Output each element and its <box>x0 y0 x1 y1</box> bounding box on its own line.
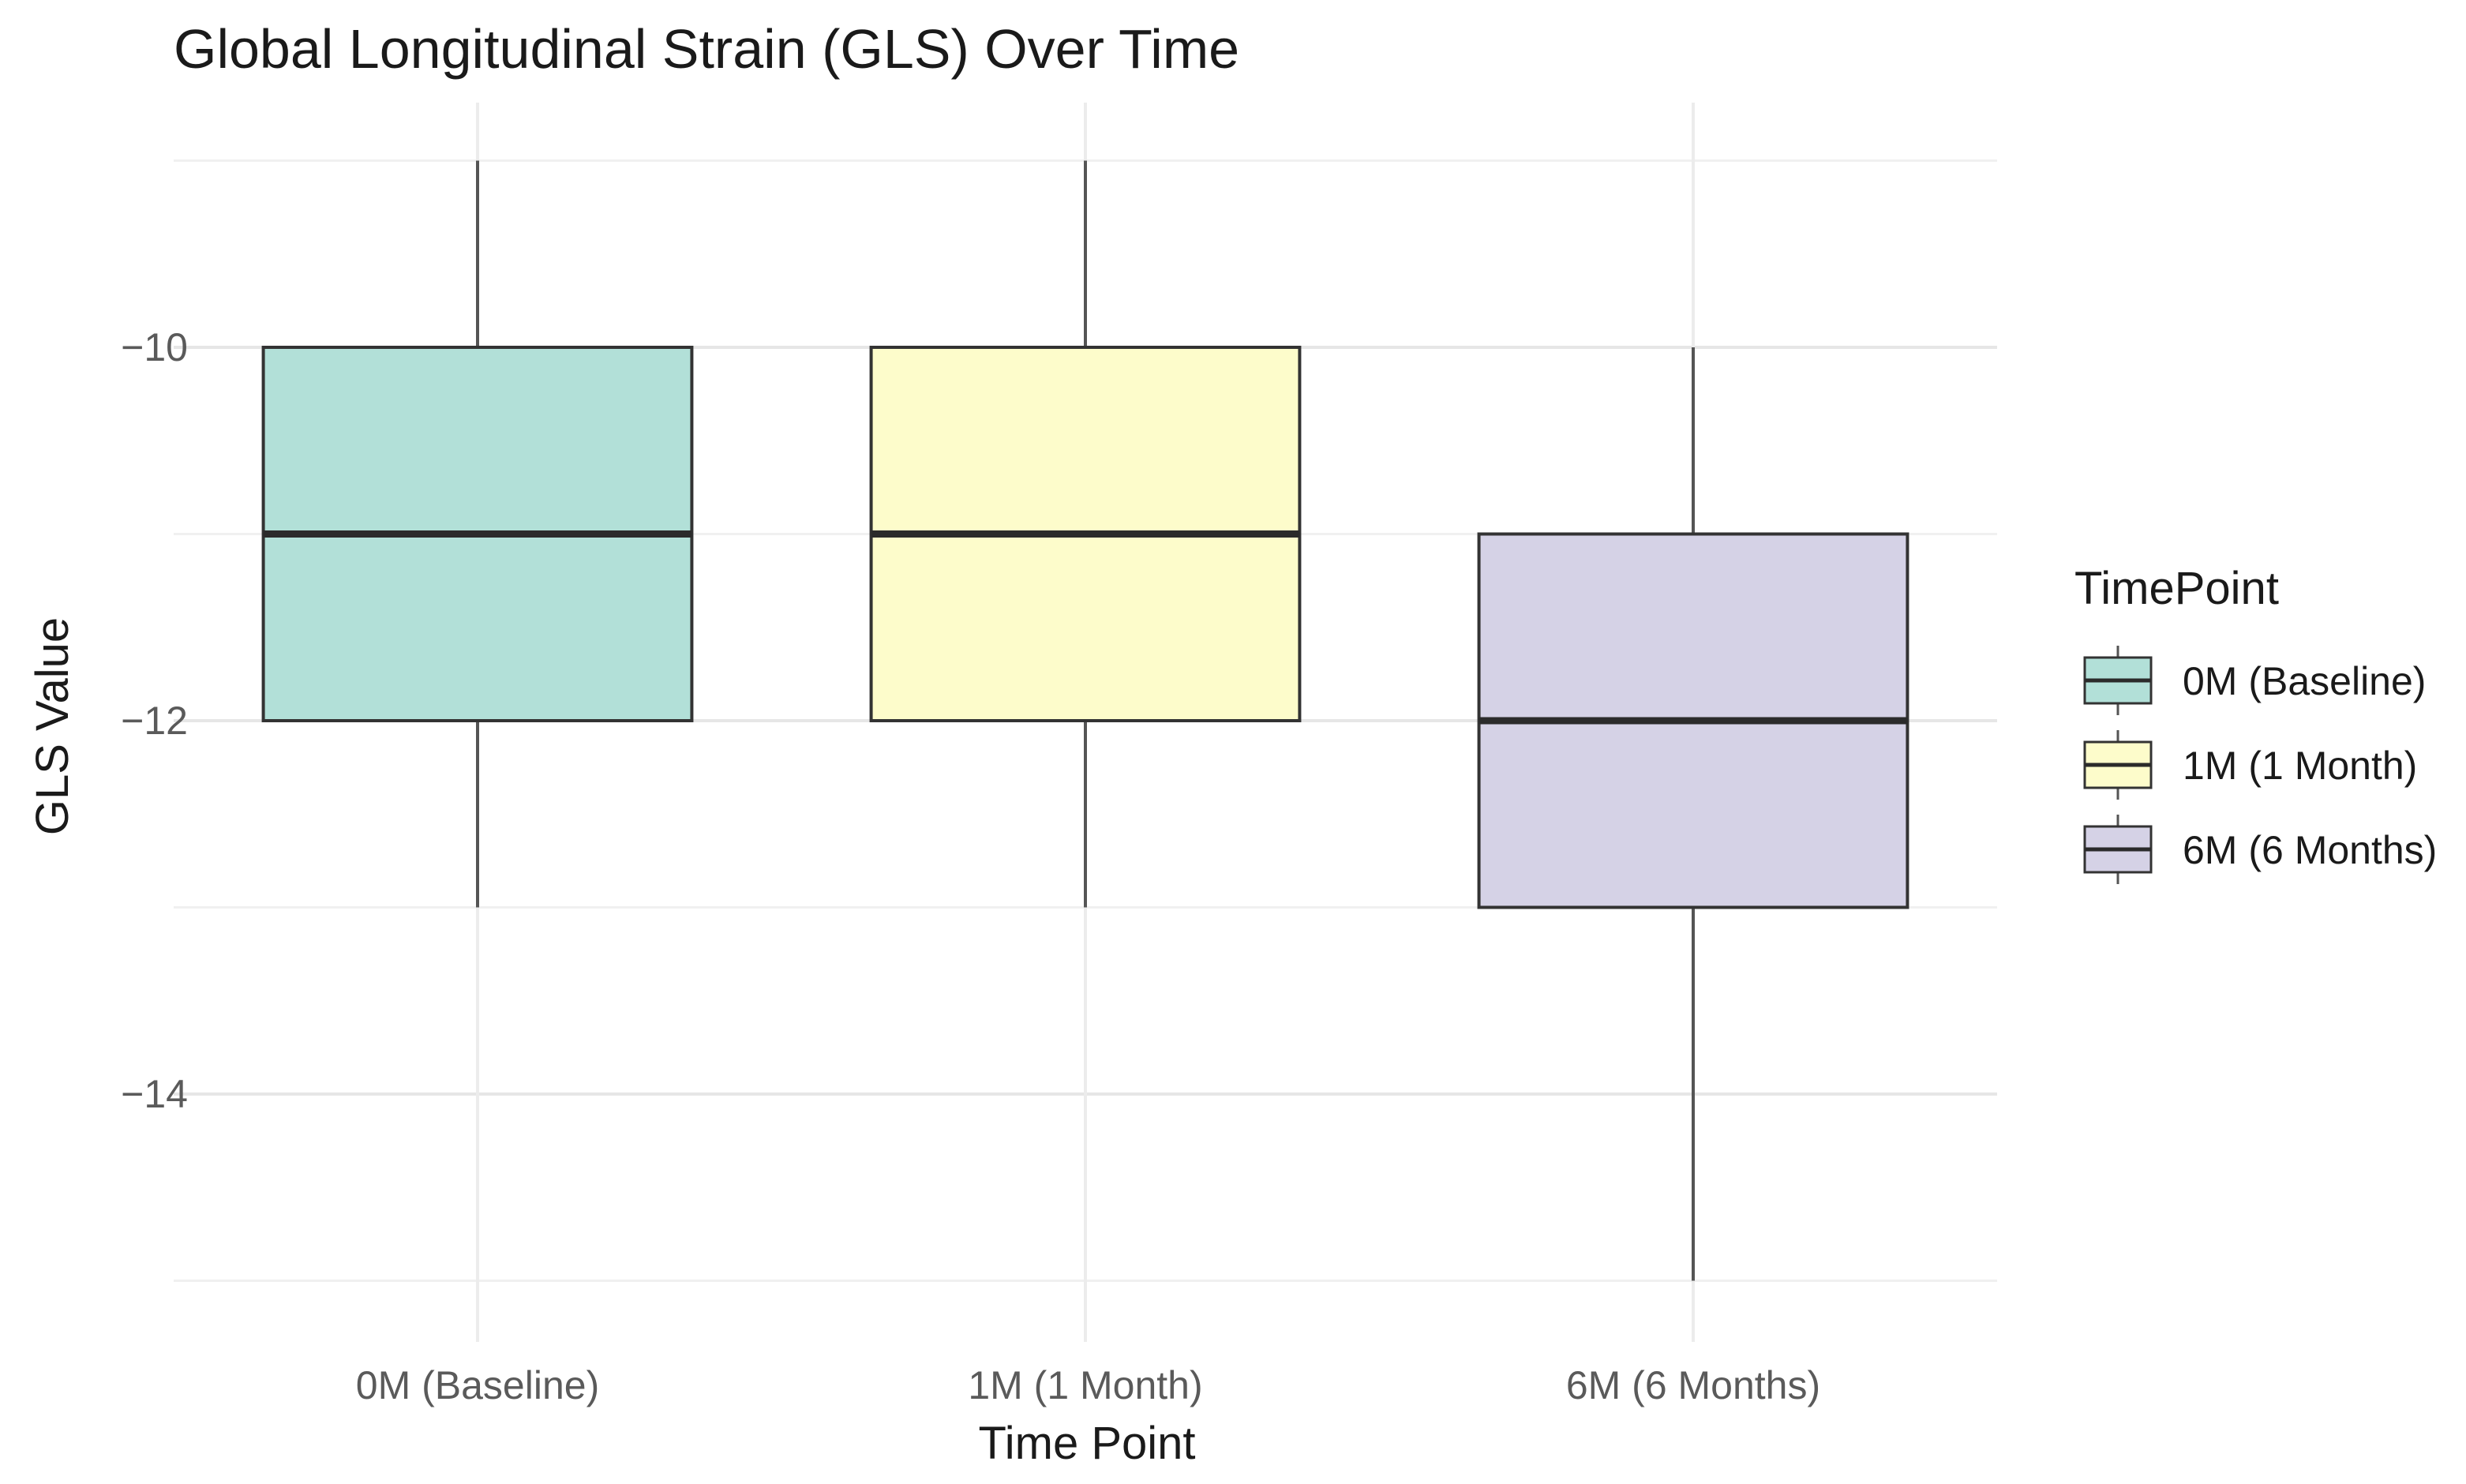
legend-entry-3: 6M (6 Months) <box>2083 815 2437 884</box>
y-tick-label: −12 <box>121 699 188 743</box>
legend-label: 6M (6 Months) <box>2183 828 2437 872</box>
box-2 <box>869 160 1302 908</box>
x-tick-label: 1M (1 Month) <box>968 1363 1202 1407</box>
legend-entry-2: 1M (1 Month) <box>2083 730 2417 800</box>
y-axis-ticks: −10 −12 −14 <box>121 325 188 1116</box>
y-tick-label: −10 <box>121 325 188 369</box>
legend-label: 1M (1 Month) <box>2183 744 2417 788</box>
box-3 <box>1477 347 1909 1281</box>
x-axis-title: Time Point <box>978 1418 1195 1469</box>
legend-title: TimePoint <box>2074 563 2279 614</box>
chart-title: Global Longitudinal Strain (GLS) Over Ti… <box>174 18 1239 80</box>
x-axis-ticks: 0M (Baseline) 1M (1 Month) 6M (6 Months) <box>356 1363 1820 1407</box>
legend-entry-1: 0M (Baseline) <box>2083 646 2426 715</box>
y-axis-title: GLS Value <box>27 617 78 835</box>
legend-label: 0M (Baseline) <box>2183 659 2426 703</box>
legend: TimePoint 0M (Baseline) 1M (1 Month) 6M (6… <box>2074 563 2437 884</box>
box-1 <box>261 160 694 908</box>
y-tick-label: −14 <box>121 1072 188 1116</box>
x-tick-label: 0M (Baseline) <box>356 1363 599 1407</box>
x-tick-label: 6M (6 Months) <box>1566 1363 1820 1407</box>
boxes <box>261 160 1909 1281</box>
